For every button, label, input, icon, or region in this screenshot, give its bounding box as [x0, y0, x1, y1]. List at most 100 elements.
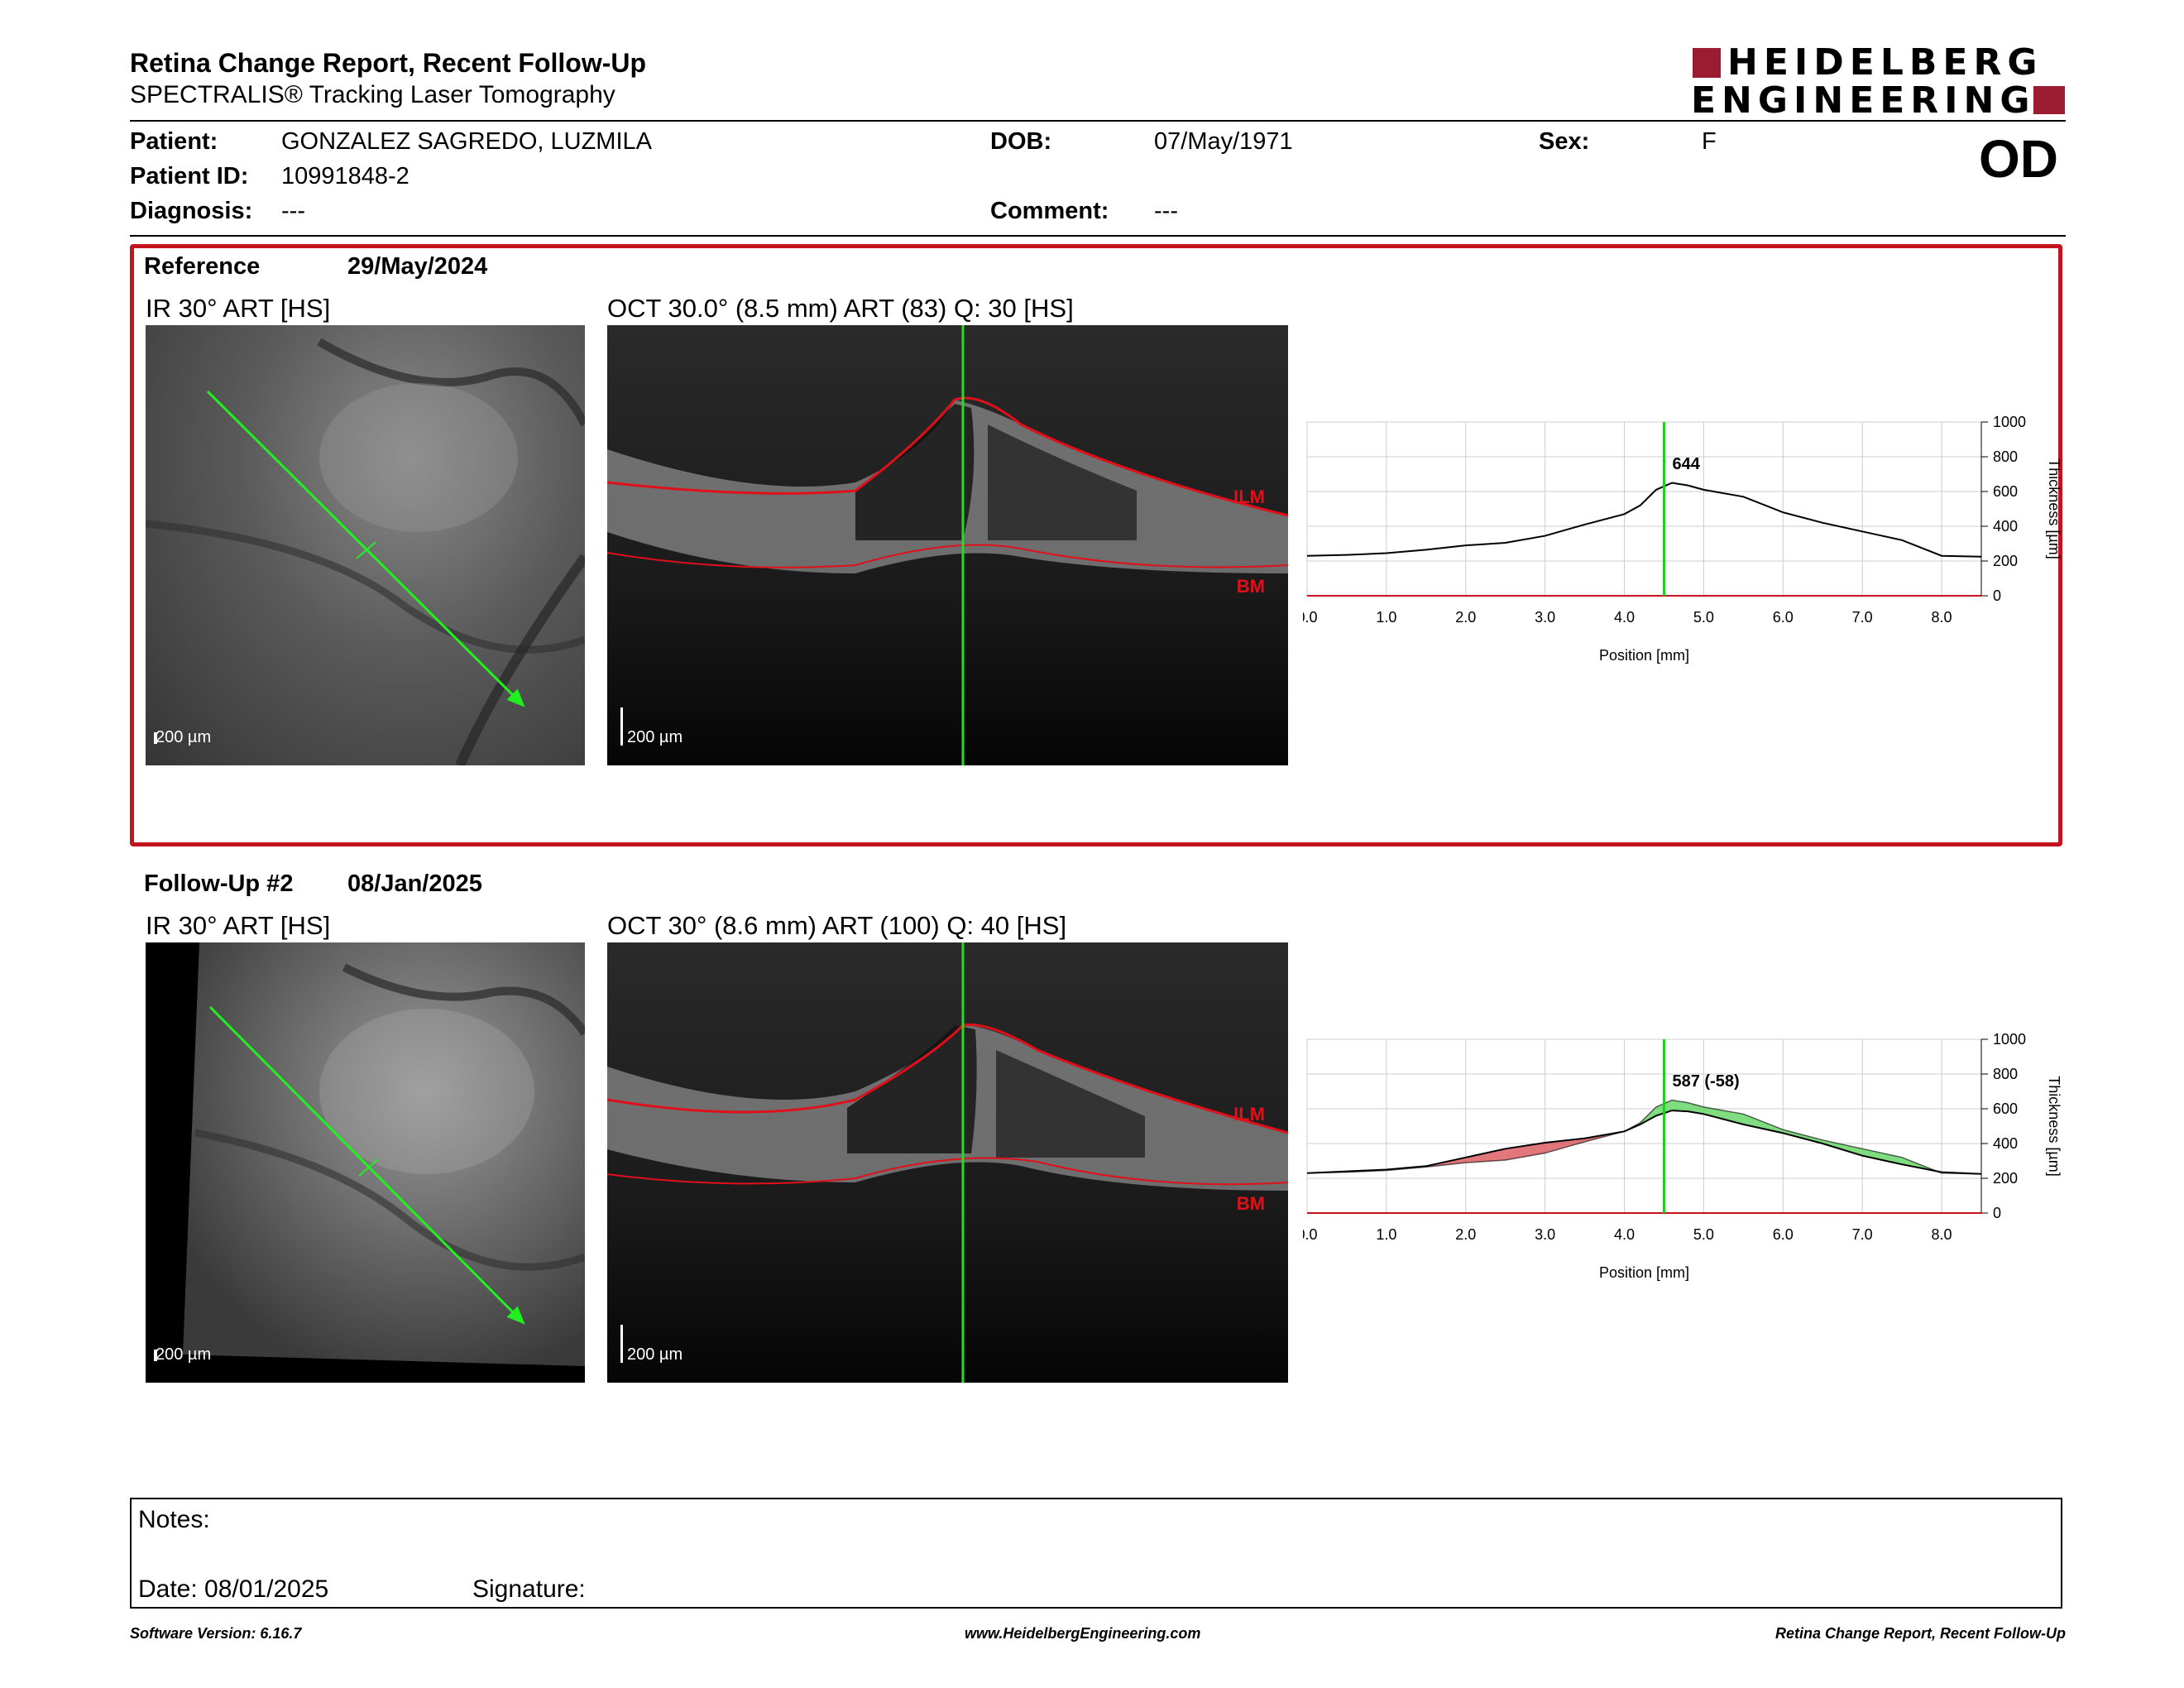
report-subtitle: SPECTRALIS® Tracking Laser Tomography — [130, 81, 615, 108]
patient-id-label: Patient ID: — [130, 163, 249, 189]
chart-plot-area — [1306, 421, 1982, 597]
notes-label: Notes: — [138, 1506, 210, 1533]
chart-ytick-label: 800 — [1993, 1066, 2018, 1082]
chart-ytick-label: 1000 — [1993, 414, 2026, 430]
chart-xtick-label: 5.0 — [1693, 609, 1714, 626]
followup-ir-caption: IR 30° ART [HS] — [146, 911, 331, 940]
chart-series-followup — [1306, 1110, 1982, 1175]
chart-ytick-label: 0 — [1993, 587, 2001, 604]
reference-oct-scalebar — [620, 707, 623, 746]
dob-value: 07/May/1971 — [1154, 128, 1293, 155]
chart-plot-area — [1306, 1038, 1982, 1214]
logo-square-bottom — [2033, 86, 2065, 114]
followup-date: 08/Jan/2025 — [347, 870, 482, 897]
patient-id: 10991848-2 — [281, 163, 410, 189]
chart-ytick-label: 600 — [1993, 483, 2018, 500]
chart-x-axis-label: Position [mm] — [1599, 647, 1689, 664]
chart-xtick-label: 5.0 — [1693, 1226, 1714, 1243]
diagnosis-value: --- — [281, 198, 305, 224]
chart-ytick-label: 400 — [1993, 1135, 2018, 1152]
followup-thickness-chart: 0.0 1.0 2.0 3.0 4.0 5.0 6.0 7.0 8.0 0 200 400 600 800… — [1303, 1031, 2062, 1281]
chart-difference-area — [1703, 1106, 1744, 1125]
comment-label: Comment: — [990, 198, 1109, 224]
reference-ir-image: 200 µm — [146, 325, 585, 765]
followup-ir-scalebar — [154, 1350, 157, 1361]
chart-xtick-label: 3.0 — [1535, 1226, 1555, 1243]
followup-oct-image: ILM BM 200 µm — [607, 942, 1288, 1383]
reference-oct-caption: OCT 30.0° (8.5 mm) ART (83) Q: 30 [HS] — [607, 294, 1074, 323]
logo-line-2: ENGINEERING — [1691, 79, 2036, 122]
reference-oct-image: ILM BM 200 µm — [607, 325, 1288, 765]
diagnosis-label: Diagnosis: — [130, 198, 253, 224]
chart-cursor-value-label: 587 (-58) — [1672, 1072, 1739, 1091]
chart-difference-area — [1862, 1149, 1903, 1165]
header-divider — [130, 120, 2066, 122]
reference-thickness-chart: 0.0 1.0 2.0 3.0 4.0 5.0 6.0 7.0 8.0 0 200 400 600 800… — [1303, 414, 2062, 664]
sex-value: F — [1702, 128, 1717, 155]
chart-x-axis-label: Position [mm] — [1599, 1264, 1689, 1281]
chart-ytick-label: 800 — [1993, 448, 2018, 465]
reference-box — [130, 244, 2062, 846]
footer-software-version: Software Version: 6.16.7 — [130, 1625, 302, 1642]
chart-cursor-value-label: 644 — [1672, 455, 1700, 473]
reference-ir-scalebar — [154, 732, 157, 744]
comment-value: --- — [1154, 198, 1178, 224]
followup-oct-scale: 200 µm — [627, 1345, 683, 1364]
chart-xtick-label: 7.0 — [1852, 1226, 1873, 1243]
followup-oct-caption: OCT 30° (8.6 mm) ART (100) Q: 40 [HS] — [607, 911, 1067, 940]
footer-website[interactable]: www.HeidelbergEngineering.com — [965, 1625, 1201, 1642]
followup-bm-label: BM — [1237, 1193, 1265, 1214]
logo-square-top — [1693, 48, 1721, 78]
notes-signature: Signature: — [472, 1575, 586, 1603]
reference-date: 29/May/2024 — [347, 253, 488, 280]
followup-oct-scalebar — [620, 1325, 623, 1363]
eye-indicator: OD — [1979, 129, 2058, 189]
followup-ir-overlay — [183, 942, 585, 1366]
chart-difference-area — [1672, 1100, 1688, 1112]
patient-label: Patient: — [130, 128, 218, 155]
patient-divider — [130, 235, 2066, 237]
followup-oct-overlay: ILM BM — [607, 942, 1288, 1383]
dob-label: DOB: — [990, 128, 1052, 155]
notes-box[interactable]: Notes: Date: 08/01/2025 Signature: — [130, 1498, 2062, 1609]
chart-xtick-label: 6.0 — [1773, 609, 1794, 626]
chart-series-line — [1306, 482, 1982, 558]
reference-ir-overlay — [146, 338, 585, 765]
chart-xtick-label: 8.0 — [1932, 1226, 1952, 1243]
reference-oct-overlay: ILM BM — [607, 325, 1288, 765]
chart-series-reference — [1306, 1099, 1982, 1175]
chart-xtick-label: 0.0 — [1303, 609, 1318, 626]
chart-xtick-label: 2.0 — [1455, 609, 1476, 626]
report-title: Retina Change Report, Recent Follow-Up — [130, 48, 647, 78]
chart-difference-area — [1822, 1139, 1863, 1156]
chart-xtick-label: 4.0 — [1614, 1226, 1635, 1243]
followup-ilm-label: ILM — [1233, 1104, 1265, 1125]
reference-bm-label: BM — [1237, 576, 1265, 597]
followup-ir-image: 200 µm — [146, 942, 585, 1383]
chart-y-axis-label: Thickness [µm] — [2046, 1076, 2062, 1176]
chart-xtick-label: 4.0 — [1614, 609, 1635, 626]
chart-xtick-label: 0.0 — [1303, 1226, 1318, 1243]
notes-date: Date: 08/01/2025 — [138, 1575, 329, 1603]
chart-xtick-label: 3.0 — [1535, 609, 1555, 626]
chart-ytick-label: 600 — [1993, 1101, 2018, 1117]
chart-difference-area — [1743, 1114, 1784, 1134]
chart-ytick-label: 400 — [1993, 518, 2018, 535]
chart-ytick-label: 0 — [1993, 1205, 2001, 1221]
sex-label: Sex: — [1539, 128, 1590, 155]
chart-xtick-label: 1.0 — [1376, 609, 1396, 626]
chart-ytick-label: 200 — [1993, 1170, 2018, 1187]
footer-report-name: Retina Change Report, Recent Follow-Up — [1774, 1625, 2066, 1642]
chart-difference-area — [1688, 1102, 1704, 1115]
chart-difference-area — [1783, 1129, 1823, 1144]
chart-ytick-label: 1000 — [1993, 1031, 2026, 1048]
chart-xtick-label: 6.0 — [1773, 1226, 1794, 1243]
chart-xtick-label: 7.0 — [1852, 609, 1873, 626]
followup-ir-scale: 200 µm — [156, 1345, 212, 1364]
logo-line-1: HEIDELBERG — [1727, 41, 2043, 84]
followup-label: Follow-Up #2 — [144, 870, 294, 897]
chart-y-axis-label: Thickness [µm] — [2046, 458, 2062, 559]
reference-ilm-label: ILM — [1233, 487, 1265, 507]
chart-difference-area — [1505, 1142, 1545, 1160]
chart-xtick-label: 1.0 — [1376, 1226, 1396, 1243]
